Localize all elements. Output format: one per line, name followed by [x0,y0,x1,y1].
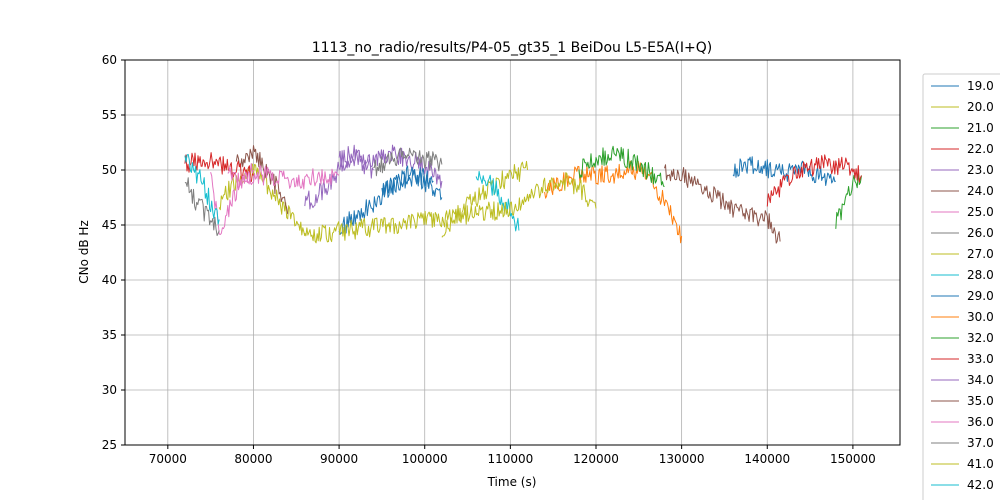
legend: 19.0 20.0 21.0 22.0 23.0 24.0 25.0 26.0 27.0 28.0… [922,73,1000,500]
series-line [235,145,289,215]
x-tick-label: 70000 [149,452,187,466]
legend-label: 33.0 [967,352,994,366]
legend-label: 36.0 [967,415,994,429]
series-line [227,165,340,190]
x-tick-label: 140000 [744,452,790,466]
legend-frame [922,73,1000,500]
y-tick-label: 45 [102,218,117,232]
legend-label: 34.0 [967,373,994,387]
chart-title: 1113_no_radio/results/P4-05_gt35_1 BeiDo… [312,40,713,56]
series-line [304,172,597,244]
series-line [338,165,443,235]
y-tick-label: 40 [102,273,117,287]
axis-ticks: 70000 80000 90000 100000 110000 120000 130000 1… [102,53,876,466]
series-line [184,177,220,236]
legend-label: 37.0 [967,436,994,450]
series-line [475,170,520,232]
legend-label: 41.0 [967,457,994,471]
legend-label: 23.0 [967,163,994,177]
legend-label: 25.0 [967,205,994,219]
series-line [373,147,443,177]
y-tick-label: 25 [102,438,117,452]
legend-label: 29.0 [967,289,994,303]
y-tick-label: 60 [102,53,117,67]
legend-label: 22.0 [967,142,994,156]
legend-label: 42.0 [967,478,994,492]
series-line [578,145,665,187]
legend-label: 26.0 [967,226,994,240]
series-line [381,166,434,198]
legend-label: 20.0 [967,100,994,114]
series-line [544,160,683,244]
series-line [664,164,781,244]
x-tick-label: 100000 [402,452,448,466]
legend-label: 30.0 [967,310,994,324]
x-tick-label: 80000 [234,452,272,466]
y-tick-label: 35 [102,328,117,342]
series-line [304,149,374,210]
legend-label: 35.0 [967,394,994,408]
y-tick-label: 50 [102,163,117,177]
series-line [338,144,443,189]
series-line [835,172,862,229]
y-tick-label: 55 [102,108,117,122]
series-line [732,156,837,186]
legend-label: 27.0 [967,247,994,261]
series-line [184,153,220,225]
x-tick-label: 90000 [320,452,358,466]
x-tick-label: 150000 [830,452,876,466]
series-line [766,154,862,207]
x-tick-label: 120000 [573,452,619,466]
x-tick-label: 130000 [659,452,705,466]
legend-label: 21.0 [967,121,994,135]
series-layer [184,144,862,244]
legend-label: 32.0 [967,331,994,345]
grid-lines [125,59,900,446]
legend-label: 19.0 [967,79,994,93]
x-tick-label: 110000 [487,452,533,466]
y-tick-label: 30 [102,383,117,397]
x-axis-label: Time (s) [487,475,537,489]
legend-label: 28.0 [967,268,994,282]
plot-frame [124,59,901,446]
legend-label: 24.0 [967,184,994,198]
y-axis-label: CNo dB Hz [77,220,91,284]
